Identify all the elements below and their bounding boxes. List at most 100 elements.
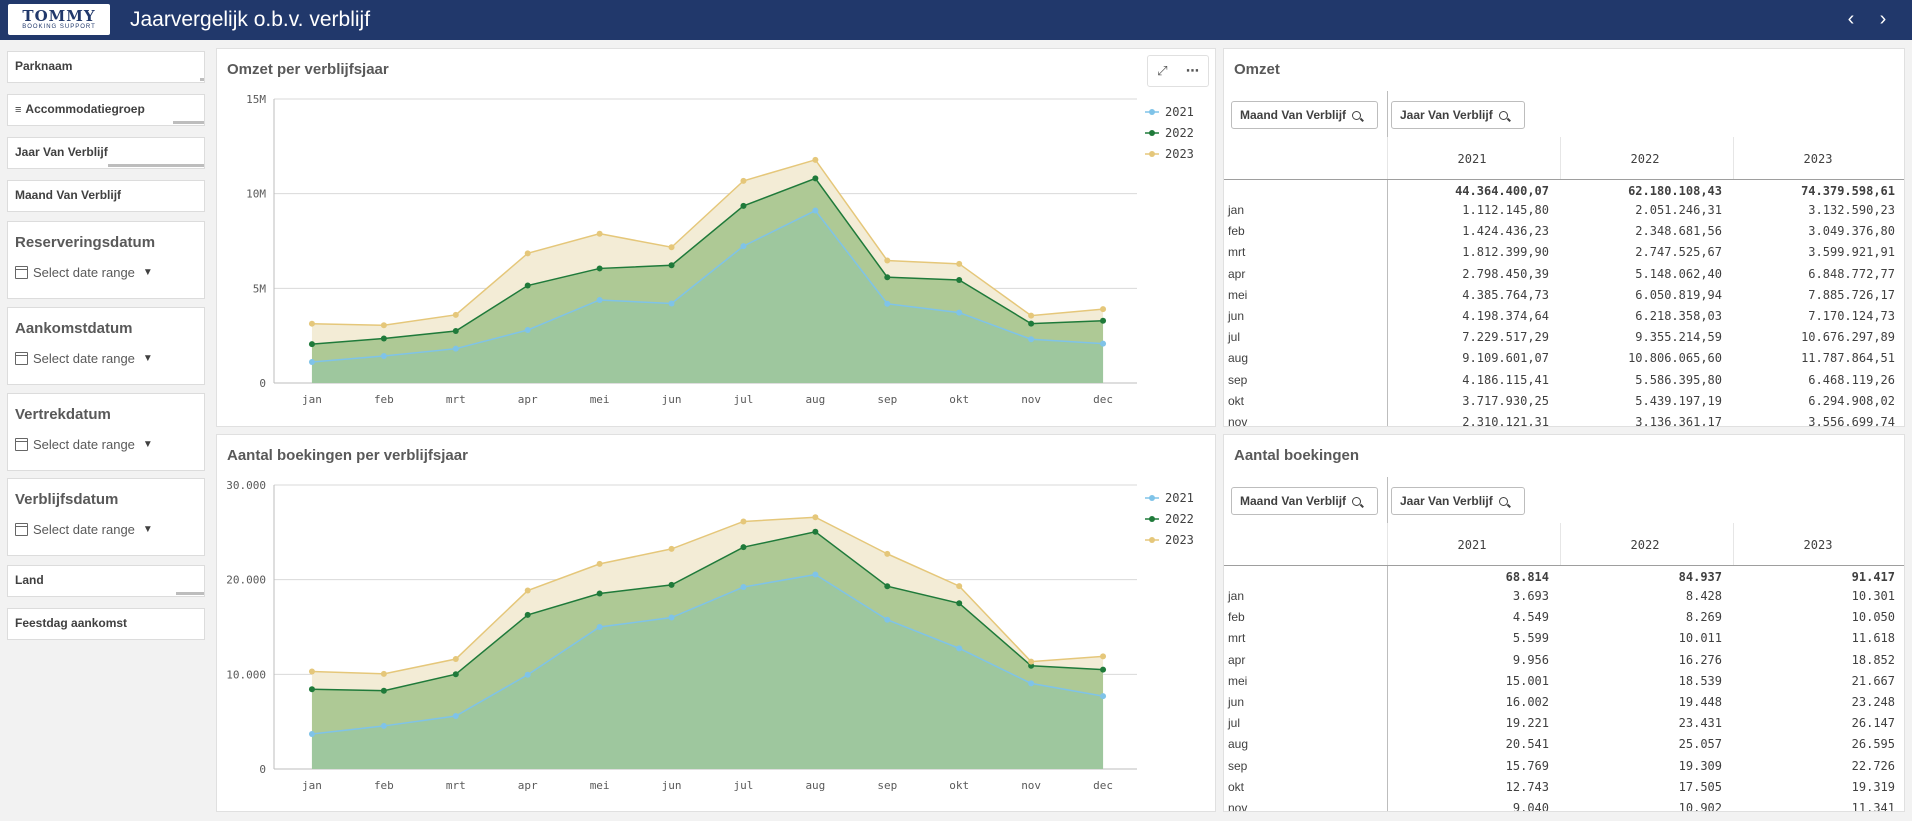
row-label[interactable]: jul: [1228, 716, 1241, 731]
data-point-2022[interactable]: [596, 590, 603, 597]
row-label[interactable]: okt: [1228, 779, 1245, 794]
data-point-2021[interactable]: [452, 345, 459, 352]
row-label[interactable]: apr: [1228, 652, 1246, 667]
data-point-2023[interactable]: [1100, 653, 1107, 660]
search-maand-van-verblijf-button[interactable]: Maand Van Verblijf: [1231, 101, 1378, 129]
more-options-icon[interactable]: ⋯: [1185, 63, 1199, 78]
data-point-2022[interactable]: [452, 327, 459, 334]
row-label[interactable]: aug: [1228, 737, 1249, 752]
data-point-2022[interactable]: [380, 335, 387, 342]
data-point-2023[interactable]: [1100, 306, 1107, 313]
legend-label[interactable]: 2023: [1165, 147, 1194, 161]
filter-vertrekdatum[interactable]: Vertrekdatum Select date range ▼: [7, 393, 205, 471]
data-point-2022[interactable]: [668, 262, 675, 269]
data-point-2021[interactable]: [668, 300, 675, 307]
data-point-2022[interactable]: [452, 671, 459, 678]
row-label[interactable]: jan: [1228, 589, 1245, 603]
data-point-2023[interactable]: [668, 244, 675, 251]
data-point-2021[interactable]: [524, 671, 531, 678]
row-label[interactable]: feb: [1228, 224, 1245, 239]
data-point-2022[interactable]: [524, 611, 531, 618]
data-point-2021[interactable]: [1028, 336, 1035, 343]
data-point-2021[interactable]: [740, 243, 747, 250]
data-point-2021[interactable]: [380, 353, 387, 360]
row-label[interactable]: mei: [1228, 287, 1248, 302]
legend-label[interactable]: 2021: [1165, 491, 1194, 505]
data-point-2021[interactable]: [956, 645, 963, 652]
search-jaar-van-verblijf-button[interactable]: Jaar Van Verblijf: [1391, 487, 1525, 515]
data-point-2022[interactable]: [956, 600, 963, 607]
data-point-2021[interactable]: [380, 722, 387, 729]
data-point-2022[interactable]: [1100, 317, 1107, 324]
data-point-2022[interactable]: [308, 686, 315, 693]
previous-sheet-button[interactable]: ‹: [1840, 9, 1862, 31]
data-point-2021[interactable]: [596, 623, 603, 630]
data-point-2021[interactable]: [812, 571, 819, 578]
data-point-2023[interactable]: [956, 583, 963, 590]
data-point-2022[interactable]: [884, 583, 891, 590]
legend-label[interactable]: 2023: [1165, 533, 1194, 547]
data-point-2021[interactable]: [1028, 680, 1035, 687]
column-header[interactable]: [1387, 523, 1560, 565]
row-label[interactable]: jul: [1228, 330, 1241, 345]
data-point-2022[interactable]: [1028, 662, 1035, 669]
data-point-2023[interactable]: [380, 322, 387, 329]
legend-label[interactable]: 2022: [1165, 512, 1194, 526]
row-label[interactable]: jun: [1228, 695, 1245, 709]
date-range-select[interactable]: Select date range ▼: [15, 265, 153, 280]
row-label[interactable]: apr: [1228, 266, 1246, 281]
data-point-2023[interactable]: [884, 550, 891, 557]
data-point-2022[interactable]: [956, 277, 963, 284]
data-point-2023[interactable]: [740, 518, 747, 525]
filter-accommodatiegroep[interactable]: ≡ Accommodatiegroep: [7, 94, 205, 126]
data-point-2021[interactable]: [1100, 693, 1107, 700]
data-point-2023[interactable]: [308, 668, 315, 675]
date-range-select[interactable]: Select date range ▼: [15, 522, 153, 537]
row-label[interactable]: jun: [1228, 309, 1245, 323]
filter-maand-van-verblijf[interactable]: Maand Van Verblijf: [7, 180, 205, 212]
data-point-2021[interactable]: [956, 309, 963, 316]
filter-feestdag-aankomst[interactable]: Feestdag aankomst: [7, 608, 205, 640]
data-point-2021[interactable]: [308, 358, 315, 365]
column-header[interactable]: [1560, 523, 1733, 565]
date-range-select[interactable]: Select date range ▼: [15, 351, 153, 366]
row-label[interactable]: mrt: [1228, 245, 1246, 260]
data-point-2023[interactable]: [524, 250, 531, 257]
data-point-2022[interactable]: [812, 528, 819, 535]
data-point-2023[interactable]: [596, 230, 603, 237]
filter-aankomstdatum[interactable]: Aankomstdatum Select date range ▼: [7, 307, 205, 385]
row-label[interactable]: okt: [1228, 393, 1245, 408]
data-point-2021[interactable]: [1100, 340, 1107, 347]
data-point-2023[interactable]: [1028, 658, 1035, 665]
search-maand-van-verblijf-button[interactable]: Maand Van Verblijf: [1231, 487, 1378, 515]
data-point-2023[interactable]: [596, 560, 603, 567]
filter-reserveringsdatum[interactable]: Reserveringsdatum Select date range ▼: [7, 221, 205, 299]
filter-verblijfsdatum[interactable]: Verblijfsdatum Select date range ▼: [7, 478, 205, 556]
data-point-2021[interactable]: [884, 300, 891, 307]
date-range-select[interactable]: Select date range ▼: [15, 437, 153, 452]
row-label[interactable]: sep: [1228, 372, 1248, 387]
column-header[interactable]: [1387, 137, 1560, 179]
legend-label[interactable]: 2022: [1165, 126, 1194, 140]
data-point-2021[interactable]: [884, 616, 891, 623]
data-point-2021[interactable]: [668, 614, 675, 621]
legend-label[interactable]: 2021: [1165, 105, 1194, 119]
data-point-2022[interactable]: [524, 282, 531, 289]
row-label[interactable]: nov: [1228, 415, 1248, 427]
data-point-2023[interactable]: [380, 670, 387, 677]
data-point-2023[interactable]: [740, 177, 747, 184]
search-jaar-van-verblijf-button[interactable]: Jaar Van Verblijf: [1391, 101, 1525, 129]
row-label[interactable]: nov: [1228, 801, 1248, 812]
data-point-2022[interactable]: [380, 687, 387, 694]
data-point-2021[interactable]: [596, 296, 603, 303]
data-point-2021[interactable]: [740, 584, 747, 591]
row-label[interactable]: mrt: [1228, 631, 1246, 646]
expand-icon[interactable]: ⤢: [1157, 63, 1168, 78]
row-label[interactable]: aug: [1228, 351, 1249, 366]
data-point-2023[interactable]: [452, 311, 459, 318]
row-label[interactable]: feb: [1228, 610, 1245, 625]
data-point-2022[interactable]: [596, 265, 603, 272]
data-point-2021[interactable]: [812, 207, 819, 214]
row-label[interactable]: sep: [1228, 758, 1248, 773]
data-point-2023[interactable]: [524, 587, 531, 594]
